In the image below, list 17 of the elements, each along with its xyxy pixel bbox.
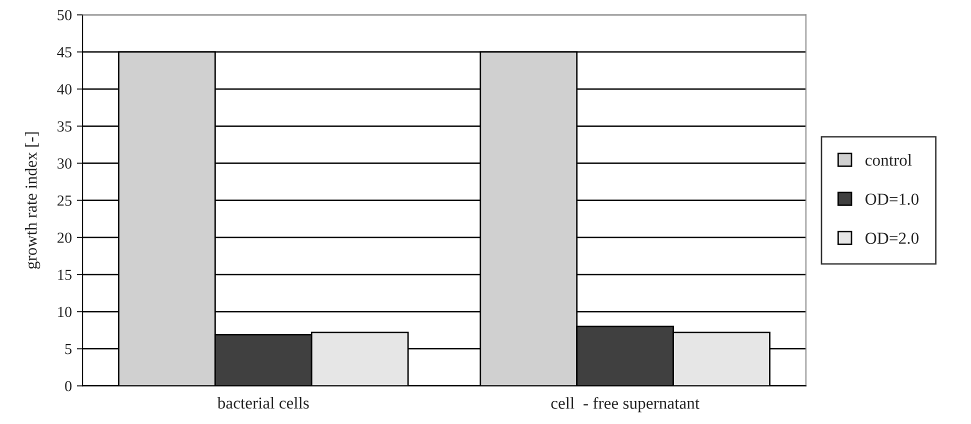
y-tick-label: 45	[57, 47, 72, 58]
x-tick-label: cell - free supernatant	[551, 396, 700, 412]
y-tick-label: 5	[65, 344, 72, 354]
y-tick-label: 20	[58, 232, 72, 243]
y-tick-label: 10	[58, 306, 72, 318]
y-tick-label: 40	[57, 84, 72, 94]
y-tick-label: 0	[65, 380, 72, 392]
legend-label: control	[865, 154, 912, 166]
legend-label: OD=1.0	[866, 194, 918, 205]
y-tick-label: 30	[58, 158, 72, 169]
y-axis-title: growth rate index [-]	[25, 132, 40, 269]
y-tick-label: 15	[58, 270, 72, 280]
x-tick-label: bacterial cells	[217, 396, 309, 409]
y-tick-label: 35	[58, 121, 72, 132]
y-tick-label: 25	[58, 196, 72, 206]
legend-label: OD=2.0	[866, 232, 918, 244]
y-tick-label: 50	[58, 10, 72, 20]
